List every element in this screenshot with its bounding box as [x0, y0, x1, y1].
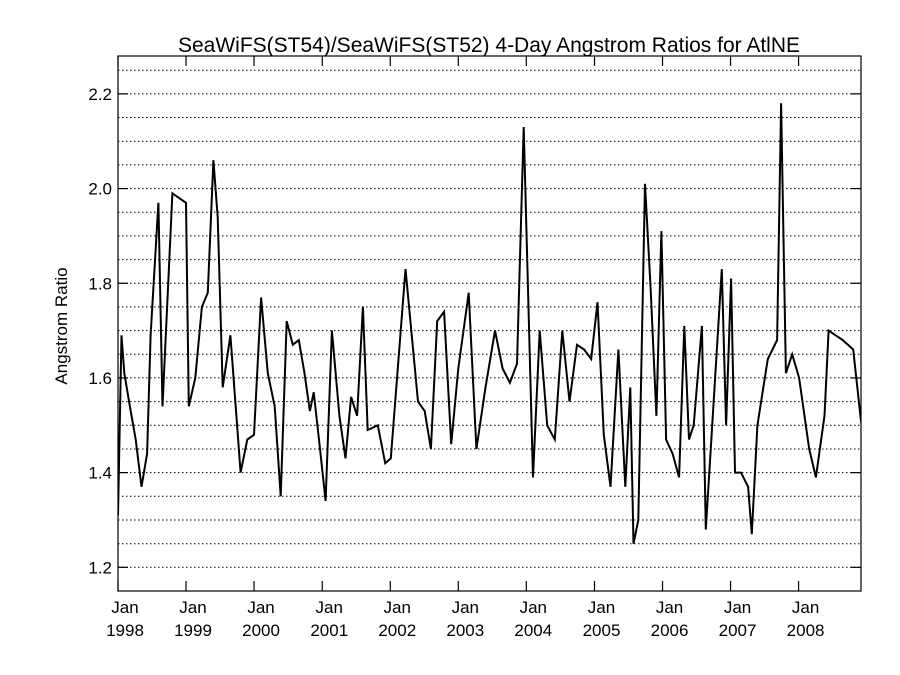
- series-line: [118, 103, 861, 544]
- x-tick-label-month: Jan: [452, 598, 479, 617]
- x-tick-label-year: 2003: [446, 621, 484, 640]
- x-tick-label-year: 2005: [583, 621, 621, 640]
- y-tick-label: 2.2: [88, 85, 112, 104]
- x-tick-label-year: 2002: [378, 621, 416, 640]
- x-tick-label-month: Jan: [792, 598, 819, 617]
- plot-frame: [117, 55, 862, 592]
- x-tick-label-month: Jan: [111, 598, 138, 617]
- axis-ticks: 1.2 1.4 1.6 1.8 2.0 2.2 Jan 1998 Jan 1999 Jan 2000 J…: [88, 56, 861, 640]
- x-tick-label-month: Jan: [656, 598, 683, 617]
- x-tick-label-year: 2000: [242, 621, 280, 640]
- x-tick-label-month: Jan: [384, 598, 411, 617]
- y-tick-label: 1.8: [88, 274, 112, 293]
- x-tick-label-year: 2006: [651, 621, 689, 640]
- x-tick-label-month: Jan: [316, 598, 343, 617]
- y-tick-label: 2.0: [88, 180, 112, 199]
- x-tick-label-month: Jan: [179, 598, 206, 617]
- y-tick-label: 1.4: [88, 464, 112, 483]
- x-tick-label-month: Jan: [588, 598, 615, 617]
- x-tick-label-month: Jan: [520, 598, 547, 617]
- y-axis-label: Angstrom Ratio: [52, 267, 71, 384]
- x-tick-label-year: 2008: [787, 621, 825, 640]
- chart-title: SeaWiFS(ST54)/SeaWiFS(ST52) 4-Day Angstr…: [178, 34, 800, 57]
- x-tick-label-year: 2004: [514, 621, 552, 640]
- y-tick-label: 1.2: [88, 558, 112, 577]
- x-tick-label-month: Jan: [724, 598, 751, 617]
- x-tick-label-year: 1998: [106, 621, 144, 640]
- x-tick-label-year: 1999: [174, 621, 212, 640]
- x-tick-label-month: Jan: [247, 598, 274, 617]
- x-tick-label-year: 2007: [719, 621, 757, 640]
- y-tick-label: 1.6: [88, 369, 112, 388]
- x-tick-label-year: 2001: [310, 621, 348, 640]
- series-line-group: [118, 103, 861, 544]
